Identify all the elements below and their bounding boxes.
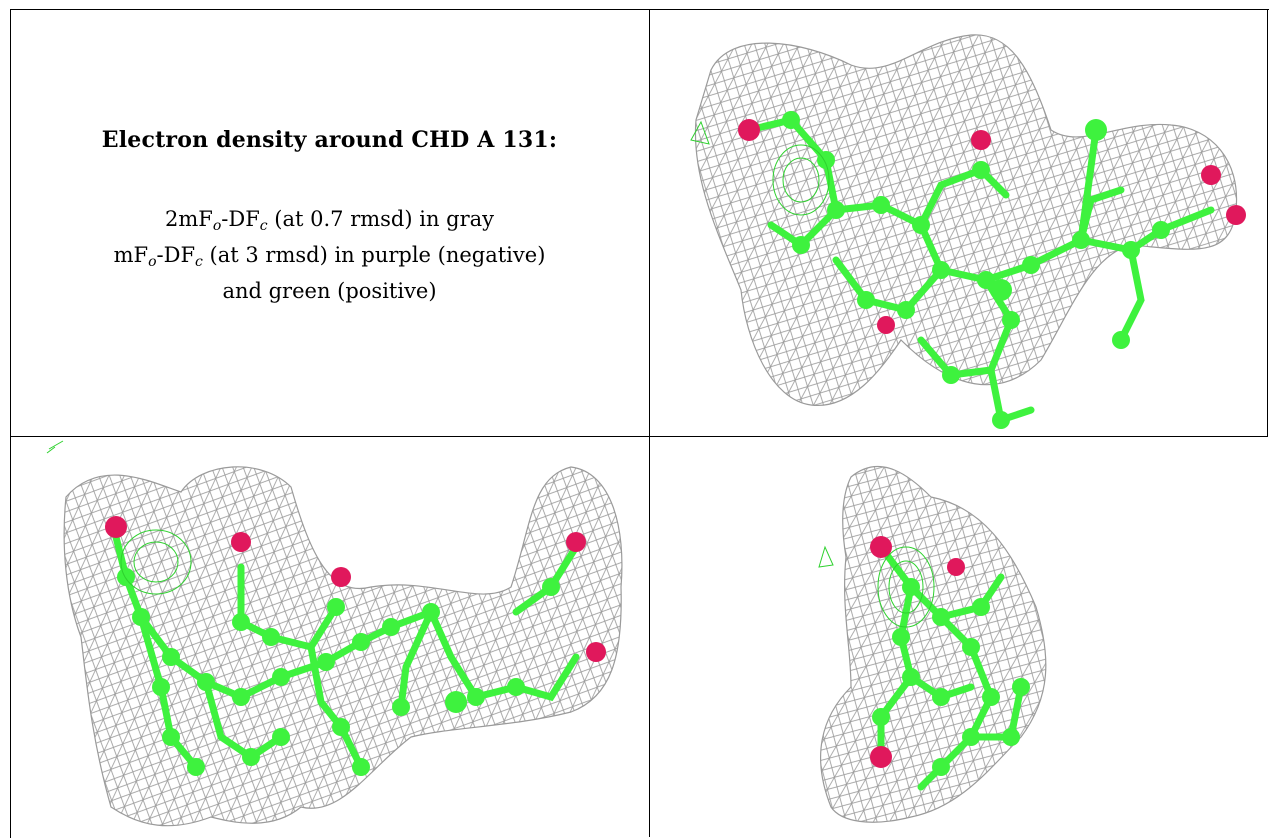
view-top-right [651, 10, 1266, 435]
line2-prefix: mF [113, 243, 149, 267]
table-divider-vertical [649, 9, 650, 837]
line1-sub-c: c [259, 218, 268, 234]
positive-density [46, 440, 192, 595]
line2-sub-c: c [195, 254, 203, 270]
caption-description: 2mFo-DFc (at 0.7 rmsd) in gray mFo-DFc (… [10, 205, 649, 306]
figure-table [10, 9, 1269, 838]
table-border-right [1267, 9, 1268, 437]
caption-cell: Electron density around CHD A 131: 2mFo-… [10, 9, 649, 436]
caption-line-1: 2mFo-DFc (at 0.7 rmsd) in gray [10, 205, 649, 241]
line1-mid: -DF [221, 207, 260, 231]
line2-sub-o: o [148, 254, 157, 270]
positive-density [690, 120, 830, 216]
view-bottom-left [11, 437, 648, 836]
carbon-atoms [117, 568, 560, 776]
carbon-atoms [782, 111, 1170, 429]
molecule-density-view-icon [818, 465, 1047, 823]
oxygen-atoms [105, 516, 606, 662]
oxygen-atoms [738, 119, 1246, 334]
density-mesh [63, 466, 623, 827]
line2-suffix: (at 3 rmsd) in purple (negative) [202, 243, 546, 267]
caption-title: Electron density around CHD A 131: [101, 127, 558, 153]
carbon-atoms [872, 578, 1030, 776]
line1-sub-o: o [212, 218, 222, 234]
caption-line-2: mFo-DFc (at 3 rmsd) in purple (negative) [10, 241, 649, 277]
line1-suffix: (at 0.7 rmsd) in gray [267, 207, 495, 231]
positive-density [818, 545, 935, 628]
caption-line-3: and green (positive) [222, 279, 437, 303]
line2-mid: -DF [156, 243, 196, 267]
view-bottom-right [651, 437, 1266, 836]
molecule-density-view-icon [46, 440, 623, 827]
molecule-density-view-icon [690, 34, 1246, 429]
line1-prefix: 2mF [164, 207, 213, 231]
table-divider-horizontal [10, 436, 1268, 437]
oxygen-atoms [870, 536, 965, 768]
density-mesh [694, 34, 1238, 406]
